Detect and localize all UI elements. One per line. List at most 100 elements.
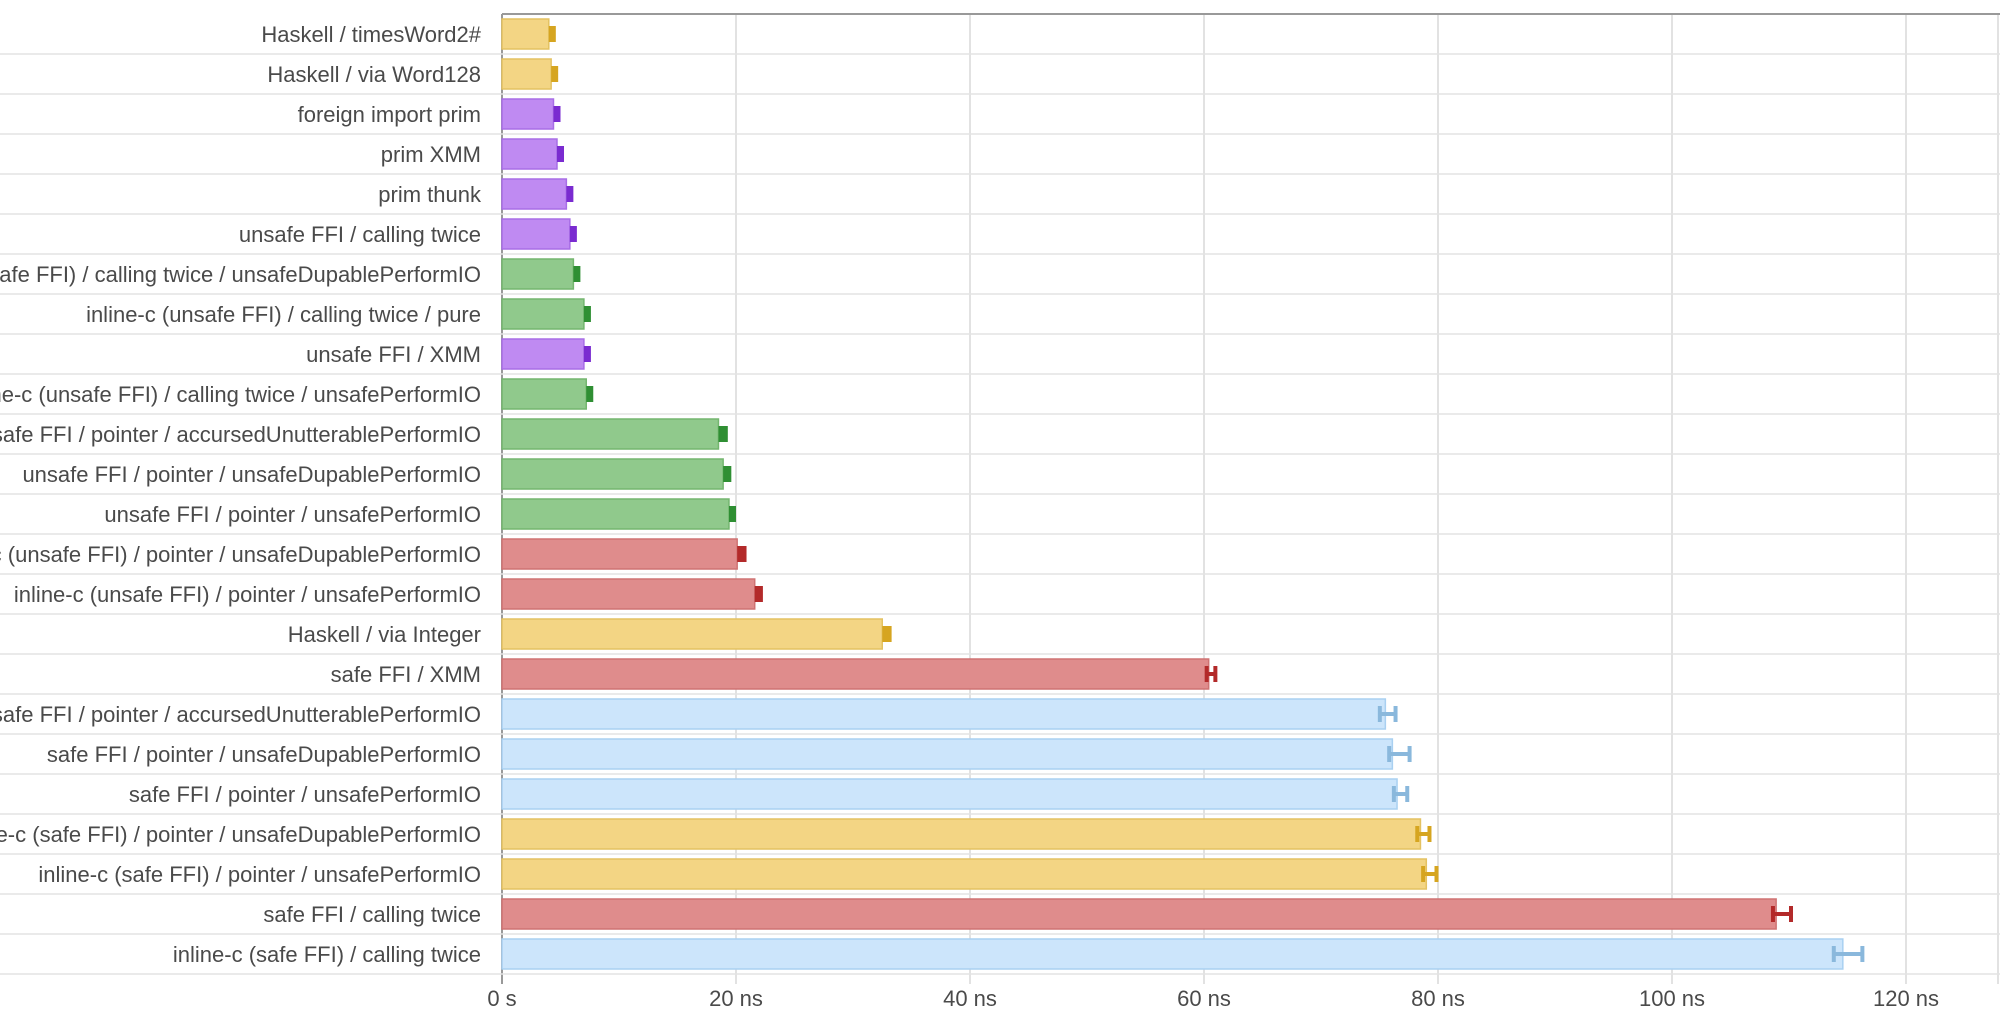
error-bar <box>548 26 556 42</box>
bar <box>501 578 756 610</box>
x-tick-label: 20 ns <box>709 986 763 1011</box>
error-bar-mark <box>882 626 892 642</box>
bar <box>501 698 1387 730</box>
error-bar <box>551 66 559 82</box>
bar <box>501 178 568 210</box>
category-label: unsafe FFI / pointer / unsafeDupablePerf… <box>22 462 481 487</box>
bar <box>501 738 1394 770</box>
error-bar <box>882 626 892 642</box>
category-label: inline-c (safe FFI) / pointer / unsafePe… <box>38 862 481 887</box>
error-bar-mark <box>556 146 565 162</box>
error-bar <box>723 466 732 482</box>
error-bar <box>586 386 594 402</box>
error-bar <box>1421 866 1439 882</box>
error-bar-mark <box>754 586 763 602</box>
error-bar <box>1377 706 1398 722</box>
error-bar-mark <box>737 546 747 562</box>
bar <box>501 258 575 290</box>
error-bar <box>737 546 747 562</box>
error-bar <box>583 346 591 362</box>
category-label: inline-c (unsafe FFI) / pointer / unsafe… <box>0 542 481 567</box>
category-label: foreign import prim <box>298 102 481 127</box>
error-bar <box>566 186 574 202</box>
error-bar-mark <box>566 186 574 202</box>
bar <box>501 858 1428 890</box>
error-bars-group <box>548 26 1865 962</box>
bar <box>501 58 552 90</box>
error-bar <box>754 586 763 602</box>
error-bar <box>1387 746 1412 762</box>
error-bar <box>718 426 728 442</box>
category-label: inline-c (unsafe FFI) / calling twice / … <box>86 302 481 327</box>
category-label: safe FFI / pointer / unsafePerformIO <box>129 782 481 807</box>
x-tick-label: 60 ns <box>1177 986 1231 1011</box>
category-label: unsafe FFI / pointer / unsafePerformIO <box>104 502 481 527</box>
error-bar <box>1415 826 1432 842</box>
bar <box>501 778 1398 810</box>
error-bar-mark <box>548 26 556 42</box>
error-bar <box>569 226 577 242</box>
bars-group <box>501 18 1844 970</box>
bar <box>501 298 585 330</box>
x-tick-label: 0 s <box>487 986 516 1011</box>
category-label: inline-c (safe FFI) / pointer / unsafeDu… <box>0 822 481 847</box>
error-bar-mark <box>586 386 594 402</box>
category-label: inline-c (unsafe FFI) / calling twice / … <box>0 382 481 407</box>
category-label: safe FFI / pointer / unsafeDupablePerfor… <box>47 742 481 767</box>
error-bar <box>1204 666 1218 682</box>
error-bar <box>1391 786 1410 802</box>
x-tick-label: 100 ns <box>1639 986 1705 1011</box>
x-tick-label: 80 ns <box>1411 986 1465 1011</box>
category-label: safe FFI / pointer / accursedUnutterable… <box>0 702 481 727</box>
error-bar <box>1770 906 1794 922</box>
bar <box>501 378 587 410</box>
category-label: safe FFI / calling twice <box>263 902 481 927</box>
row-separators <box>0 53 2000 975</box>
bar <box>501 138 558 170</box>
error-bar <box>553 106 561 122</box>
bar <box>501 898 1777 930</box>
category-label: Haskell / via Integer <box>288 622 481 647</box>
error-bar-mark <box>553 106 561 122</box>
bar <box>501 18 550 50</box>
bar <box>501 498 730 530</box>
category-labels: Haskell / timesWord2# Haskell / via Word1… <box>0 22 482 967</box>
category-label: unsafe FFI / XMM <box>306 342 481 367</box>
error-bar-mark <box>718 426 728 442</box>
error-bar <box>1831 946 1865 962</box>
bar <box>501 618 883 650</box>
bar <box>501 418 720 450</box>
error-bar-mark <box>569 226 577 242</box>
category-label: inline-c (unsafe FFI) / pointer / unsafe… <box>14 582 481 607</box>
category-label: inline-c (safe FFI) / calling twice <box>173 942 481 967</box>
error-bar-mark <box>728 506 736 522</box>
bar <box>501 98 555 130</box>
error-bar-mark <box>573 266 581 282</box>
bar <box>501 218 571 250</box>
error-bar <box>556 146 565 162</box>
category-label: unsafe FFI / pointer / accursedUnutterab… <box>0 422 481 447</box>
category-label: safe FFI / XMM <box>331 662 481 687</box>
bar <box>501 938 1844 970</box>
error-bar <box>728 506 736 522</box>
bar <box>501 818 1422 850</box>
bar <box>501 538 738 570</box>
x-axis-tick-labels: 0 s 20 ns 40 ns 60 ns 80 ns 100 ns 120 ns <box>487 986 1939 1011</box>
category-label: inline-c (unsafe FFI) / calling twice / … <box>0 262 481 287</box>
error-bar-mark <box>551 66 559 82</box>
error-bar <box>573 266 581 282</box>
bar <box>501 338 585 370</box>
category-label: Haskell / via Word128 <box>267 62 481 87</box>
bar <box>501 458 724 490</box>
x-tick-label: 120 ns <box>1873 986 1939 1011</box>
category-label: unsafe FFI / calling twice <box>239 222 481 247</box>
x-tick-label: 40 ns <box>943 986 997 1011</box>
error-bar-mark <box>583 306 591 322</box>
error-bar-mark <box>723 466 732 482</box>
error-bar-mark <box>583 346 591 362</box>
bar <box>501 658 1210 690</box>
error-bar <box>583 306 591 322</box>
category-label: prim thunk <box>378 182 482 207</box>
category-label: Haskell / timesWord2# <box>261 22 481 47</box>
